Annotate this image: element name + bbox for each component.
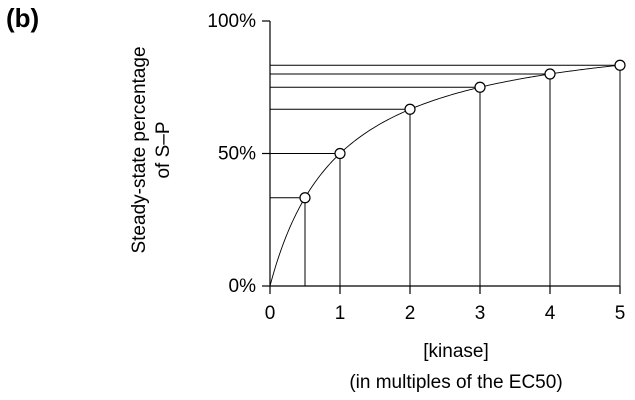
- x-axis-title-line-2: (in multiples of the EC50): [349, 372, 562, 393]
- x-tick-label: 5: [615, 303, 626, 324]
- y-axis-title: Steady-state percentage of S–P: [129, 46, 174, 253]
- y-tick-label: 0%: [229, 276, 257, 297]
- x-tick-label: 3: [475, 303, 486, 324]
- data-point-marker: [299, 192, 311, 204]
- saturation-curve: [269, 64, 621, 287]
- data-point-marker: [544, 68, 556, 80]
- guide-lines: [270, 64, 621, 286]
- y-axis-title-line-2: of S–P: [153, 121, 174, 178]
- data-point-marker: [404, 103, 416, 115]
- x-axis-title-line-1: [kinase]: [423, 341, 488, 362]
- x-tick-label: 1: [335, 303, 346, 324]
- data-point-marker: [334, 147, 346, 160]
- x-tick-label: 0: [265, 303, 276, 324]
- y-tick-label: 100%: [207, 11, 256, 32]
- y-tick-label: 50%: [218, 144, 256, 165]
- x-tick-label: 4: [545, 303, 556, 324]
- x-tick-label: 2: [405, 303, 416, 324]
- y-axis-title-line-1: Steady-state percentage: [129, 46, 150, 253]
- data-points: [299, 59, 626, 204]
- data-point-marker: [614, 59, 626, 71]
- curve: [269, 64, 621, 287]
- panel-label: (b): [6, 3, 40, 33]
- data-point-marker: [474, 81, 486, 93]
- x-axis-title: [kinase] (in multiples of the EC50): [349, 341, 562, 393]
- axes: 0% 50% 100% 0 1 2 3 4 5: [207, 11, 625, 324]
